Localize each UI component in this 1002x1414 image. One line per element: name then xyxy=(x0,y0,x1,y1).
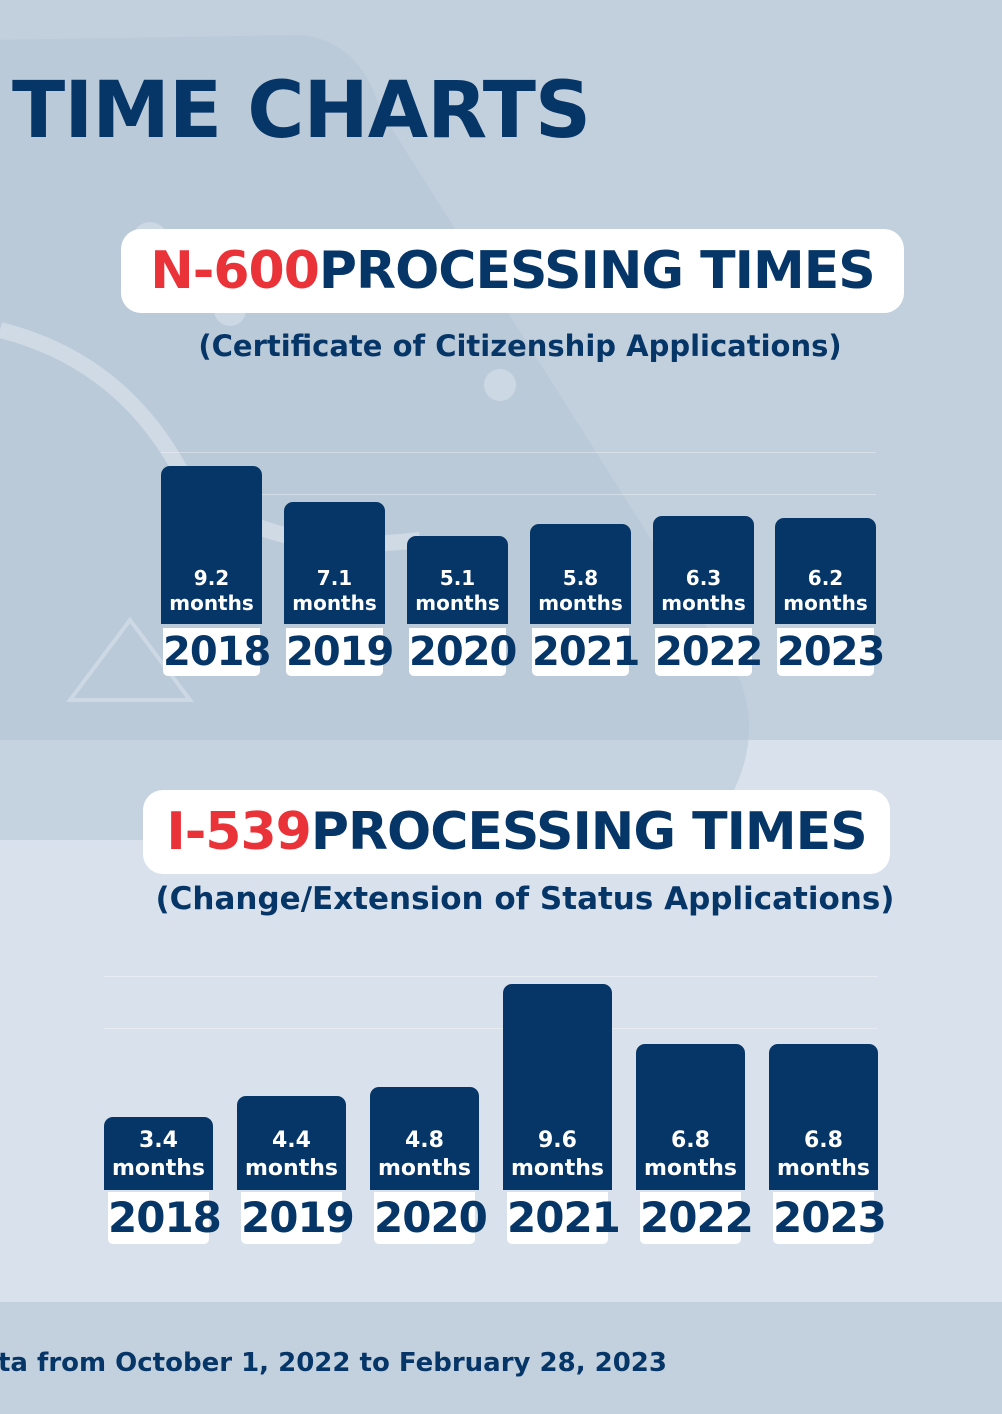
i539-title-code: I-539 xyxy=(166,802,311,862)
bar-value: 6.3 xyxy=(685,566,722,590)
bar-unit: months xyxy=(511,1155,604,1181)
bar-unit: months xyxy=(245,1155,338,1181)
year-tick-label: 2018 xyxy=(163,628,271,676)
bar-data-label: 5.8 months xyxy=(530,566,631,616)
bar-value: 5.1 xyxy=(439,566,476,590)
chart-bar xyxy=(503,984,612,1190)
bar-data-label: 9.2 months xyxy=(161,566,262,616)
bar-data-label: 3.4 months xyxy=(104,1127,213,1182)
page-title: TIME CHARTS xyxy=(12,66,591,156)
footer-background xyxy=(0,1302,1002,1414)
i539-title-pill: I-539 PROCESSING TIMES xyxy=(143,790,890,874)
bar-unit: months xyxy=(644,1155,737,1181)
n600-bar-chart: 9.2 months 2018 7.1 months 2019 5.1 months 2020 5… xyxy=(0,420,1002,720)
bar-data-label: 5.1 months xyxy=(407,566,508,616)
chart-gridline xyxy=(161,452,876,453)
bar-value: 6.8 xyxy=(671,1128,710,1153)
i539-subtitle: (Change/Extension of Status Applications… xyxy=(155,881,895,917)
year-tick-label: 2022 xyxy=(640,1192,754,1244)
chart-bar xyxy=(769,1044,878,1190)
bar-value: 5.8 xyxy=(562,566,599,590)
bar-unit: months xyxy=(538,591,623,615)
year-tick-label: 2021 xyxy=(532,628,640,676)
chart-bar xyxy=(530,524,631,624)
bar-value: 6.2 xyxy=(807,566,844,590)
year-tick-label: 2020 xyxy=(409,628,517,676)
chart-bar xyxy=(284,502,385,624)
chart-bar xyxy=(775,518,876,624)
bar-data-label: 6.2 months xyxy=(775,566,876,616)
bar-unit: months xyxy=(783,591,868,615)
bar-data-label: 6.8 months xyxy=(769,1127,878,1182)
bar-unit: months xyxy=(661,591,746,615)
chart-bar xyxy=(407,536,508,624)
bar-data-label: 6.3 months xyxy=(653,566,754,616)
bar-data-label: 6.8 months xyxy=(636,1127,745,1182)
n600-title-code: N-600 xyxy=(150,241,320,301)
year-tick-label: 2019 xyxy=(241,1192,355,1244)
bar-value: 3.4 xyxy=(139,1128,178,1153)
year-tick-label: 2019 xyxy=(286,628,394,676)
bar-value: 9.2 xyxy=(193,566,230,590)
footer-date-range: ta from October 1, 2022 to February 28, … xyxy=(0,1348,667,1378)
chart-bar xyxy=(636,1044,745,1190)
bar-value: 6.8 xyxy=(804,1128,843,1153)
bar-value: 7.1 xyxy=(316,566,353,590)
chart-bar xyxy=(104,1117,213,1190)
i539-bar-chart: 3.4 months 2018 4.4 months 2019 4.8 months 2020 9… xyxy=(0,960,1002,1260)
bar-value: 4.8 xyxy=(405,1128,444,1153)
year-tick-label: 2021 xyxy=(507,1192,621,1244)
chart-gridline xyxy=(104,1028,878,1029)
chart-gridline xyxy=(161,494,876,495)
bar-unit: months xyxy=(169,591,254,615)
bar-unit: months xyxy=(112,1155,205,1181)
chart-bar xyxy=(237,1096,346,1190)
bar-unit: months xyxy=(415,591,500,615)
n600-title-pill: N-600 PROCESSING TIMES xyxy=(121,229,904,313)
bar-unit: months xyxy=(777,1155,870,1181)
bar-data-label: 7.1 months xyxy=(284,566,385,616)
year-tick-label: 2023 xyxy=(777,628,885,676)
bar-data-label: 4.8 months xyxy=(370,1127,479,1182)
year-tick-label: 2018 xyxy=(108,1192,222,1244)
year-tick-label: 2022 xyxy=(655,628,763,676)
bar-data-label: 9.6 months xyxy=(503,1127,612,1182)
chart-gridline xyxy=(104,976,878,977)
year-tick-label: 2020 xyxy=(374,1192,488,1244)
bar-unit: months xyxy=(378,1155,471,1181)
bar-data-label: 4.4 months xyxy=(237,1127,346,1182)
chart-bar xyxy=(653,516,754,624)
bar-value: 9.6 xyxy=(538,1128,577,1153)
bar-value: 4.4 xyxy=(272,1128,311,1153)
n600-title-rest: PROCESSING TIMES xyxy=(318,241,876,301)
chart-bar xyxy=(370,1087,479,1190)
chart-bar xyxy=(161,466,262,624)
n600-subtitle: (Certificate of Citizenship Applications… xyxy=(198,329,842,363)
year-tick-label: 2023 xyxy=(773,1192,887,1244)
bar-unit: months xyxy=(292,591,377,615)
i539-title-rest: PROCESSING TIMES xyxy=(310,802,868,862)
